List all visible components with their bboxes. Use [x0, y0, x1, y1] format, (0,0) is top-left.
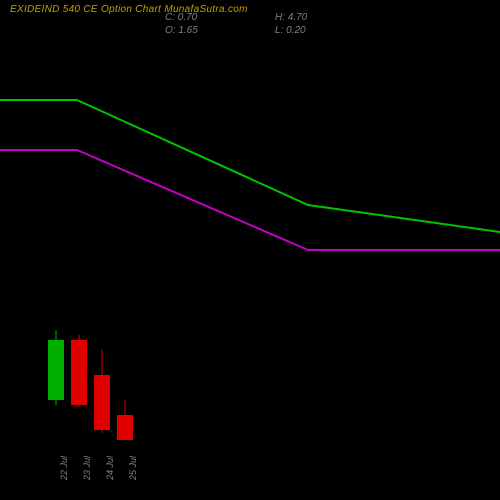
x-tick-label: 22 Jul — [59, 456, 69, 480]
chart-svg — [0, 0, 500, 500]
chart-root: EXIDEIND 540 CE Option Chart MunafaSutra… — [0, 0, 500, 500]
x-tick-label: 24 Jul — [105, 456, 115, 480]
x-tick-label: 25 Jul — [128, 456, 138, 480]
x-tick-label: 23 Jul — [82, 456, 92, 480]
